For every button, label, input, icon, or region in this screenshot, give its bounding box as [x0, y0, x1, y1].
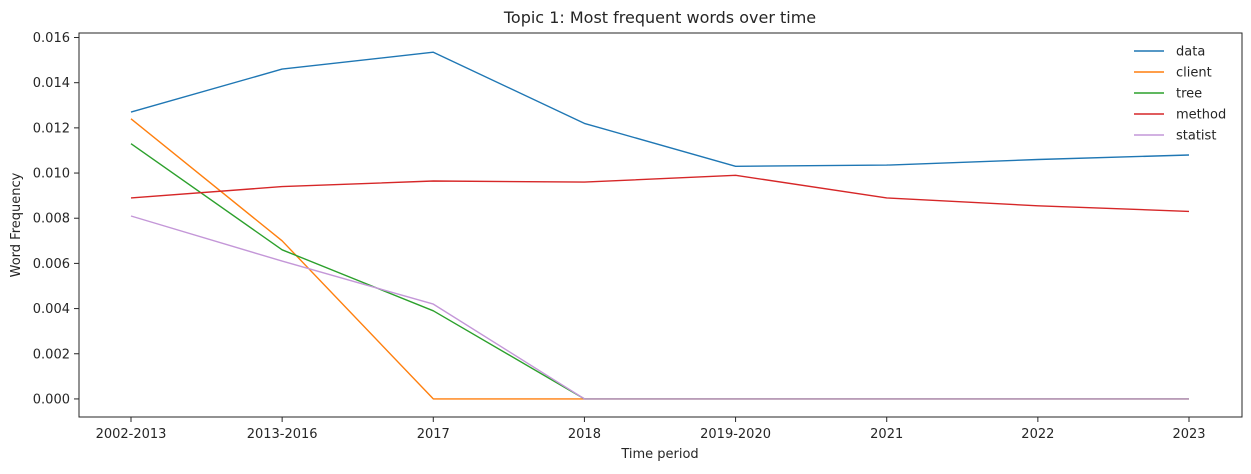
x-tick-label: 2021: [870, 427, 903, 442]
plot-area: [78, 32, 1243, 418]
y-tick-label: 0.014: [33, 76, 70, 91]
y-axis-label: Word Frequency: [9, 172, 24, 277]
series-lines: [130, 51, 1190, 400]
y-tick-label: 0.016: [33, 31, 70, 46]
y-tick-label: 0.012: [33, 121, 70, 136]
x-tick-label: 2013-2016: [247, 427, 318, 442]
legend: data client tree method statist: [1134, 45, 1226, 144]
series-line-client: [130, 118, 1189, 400]
y-tick-label: 0.010: [33, 167, 70, 182]
legend-label: method: [1176, 108, 1226, 123]
y-tick-label: 0.004: [33, 302, 70, 317]
y-tick-label: 0.006: [33, 257, 70, 272]
legend-label: client: [1176, 66, 1212, 81]
legend-label: statist: [1176, 129, 1216, 144]
axis-ticks: 2002-2013 2013-2016 2017 2018 2019-2020 2021 2…: [33, 31, 1206, 442]
y-tick-label: 0.000: [33, 392, 70, 407]
series-line-data: [130, 51, 1190, 168]
x-axis-label: Time period: [620, 447, 698, 462]
x-tick-label: 2018: [568, 427, 601, 442]
x-tick-label: 2023: [1172, 427, 1205, 442]
legend-label: data: [1176, 45, 1205, 60]
series-line-statist: [130, 215, 1189, 400]
x-tick-label: 2002-2013: [96, 427, 167, 442]
y-tick-label: 0.008: [33, 212, 70, 227]
y-tick-label: 0.002: [33, 347, 70, 362]
series-line-method: [130, 174, 1190, 213]
x-tick-label: 2017: [417, 427, 450, 442]
legend-label: tree: [1176, 87, 1202, 102]
x-tick-label: 2019-2020: [700, 427, 771, 442]
chart-title: Topic 1: Most frequent words over time: [503, 8, 816, 27]
x-tick-label: 2022: [1021, 427, 1054, 442]
series-line-tree: [130, 143, 1189, 400]
